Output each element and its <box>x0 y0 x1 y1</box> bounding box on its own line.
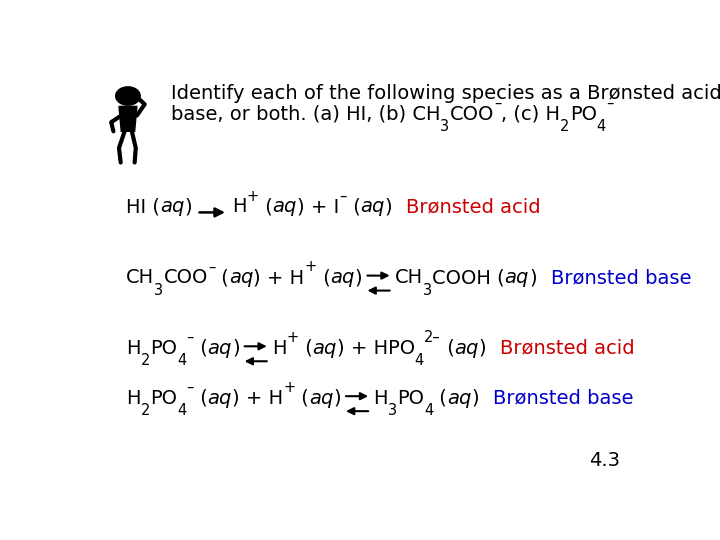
Text: ): ) <box>472 389 479 408</box>
Text: H: H <box>233 198 247 217</box>
Text: aq: aq <box>229 268 253 287</box>
Text: +: + <box>287 330 299 345</box>
Text: ): ) <box>529 268 536 287</box>
Text: +: + <box>283 380 295 395</box>
Text: base, or both. (a) HI, (b) CH: base, or both. (a) HI, (b) CH <box>171 105 441 124</box>
Text: aq: aq <box>273 198 297 217</box>
Text: Identify each of the following species as a Brønsted acid,: Identify each of the following species a… <box>171 84 720 103</box>
Text: aq: aq <box>207 339 232 358</box>
Text: 4.3: 4.3 <box>589 451 620 470</box>
Text: 2: 2 <box>560 119 570 134</box>
Text: Brønsted base: Brønsted base <box>492 389 634 408</box>
Text: , (c) H: , (c) H <box>501 105 560 124</box>
Text: H: H <box>126 339 141 358</box>
Text: COO: COO <box>163 268 208 287</box>
Text: 3: 3 <box>388 403 397 418</box>
Text: (: ( <box>194 389 207 408</box>
Text: ): ) <box>184 198 192 217</box>
Text: 3: 3 <box>441 119 449 134</box>
Text: aq: aq <box>361 198 384 217</box>
Text: (: ( <box>317 268 330 287</box>
Text: PO: PO <box>397 389 424 408</box>
Text: 4: 4 <box>177 353 186 368</box>
Text: ) + H: ) + H <box>253 268 305 287</box>
Text: H: H <box>373 389 388 408</box>
Text: aq: aq <box>309 389 333 408</box>
Text: –: – <box>339 189 347 204</box>
Text: ): ) <box>355 268 362 287</box>
Text: (: ( <box>433 389 447 408</box>
Text: COO: COO <box>449 105 494 124</box>
Text: (: ( <box>194 339 207 358</box>
Text: H: H <box>272 339 287 358</box>
Text: HI (: HI ( <box>126 198 160 217</box>
Text: (: ( <box>215 268 229 287</box>
Circle shape <box>116 87 140 105</box>
Text: ): ) <box>333 389 341 408</box>
Text: Brønsted acid: Brønsted acid <box>500 339 635 358</box>
Text: Brønsted acid: Brønsted acid <box>406 198 541 217</box>
Text: aq: aq <box>312 339 337 358</box>
Text: Brønsted base: Brønsted base <box>551 268 691 287</box>
Text: 2: 2 <box>141 403 150 418</box>
Text: 4: 4 <box>597 119 606 134</box>
Text: COOH (: COOH ( <box>432 268 505 287</box>
Text: 4: 4 <box>424 403 433 418</box>
Text: aq: aq <box>454 339 479 358</box>
Text: PO: PO <box>150 339 177 358</box>
Text: +: + <box>305 259 317 274</box>
Text: CH: CH <box>395 268 423 287</box>
Text: 3: 3 <box>423 283 432 298</box>
Text: (: ( <box>295 389 309 408</box>
Text: –: – <box>186 330 194 345</box>
Text: ): ) <box>232 339 240 358</box>
Text: ): ) <box>384 198 392 217</box>
Text: ) + H: ) + H <box>232 389 283 408</box>
Text: ) + I: ) + I <box>297 198 339 217</box>
Text: aq: aq <box>207 389 232 408</box>
Text: aq: aq <box>160 198 184 217</box>
Text: 2–: 2– <box>424 330 441 345</box>
Text: –: – <box>606 96 613 111</box>
Text: +: + <box>247 189 259 204</box>
Text: 4: 4 <box>415 353 424 368</box>
Text: aq: aq <box>330 268 355 287</box>
Text: 4: 4 <box>177 403 186 418</box>
Text: 2: 2 <box>141 353 150 368</box>
Text: (: ( <box>441 339 454 358</box>
Text: ): ) <box>479 339 487 358</box>
Text: –: – <box>186 380 194 395</box>
Text: ) + HPO: ) + HPO <box>337 339 415 358</box>
Polygon shape <box>119 106 137 131</box>
Text: (: ( <box>347 198 361 217</box>
Text: PO: PO <box>150 389 177 408</box>
Text: (: ( <box>259 198 273 217</box>
Text: aq: aq <box>447 389 472 408</box>
Text: –: – <box>494 96 501 111</box>
Text: PO: PO <box>570 105 597 124</box>
Text: H: H <box>126 389 141 408</box>
Text: –: – <box>208 259 215 274</box>
Text: (: ( <box>299 339 312 358</box>
Text: 3: 3 <box>154 283 163 298</box>
Text: CH: CH <box>126 268 154 287</box>
Text: aq: aq <box>505 268 529 287</box>
